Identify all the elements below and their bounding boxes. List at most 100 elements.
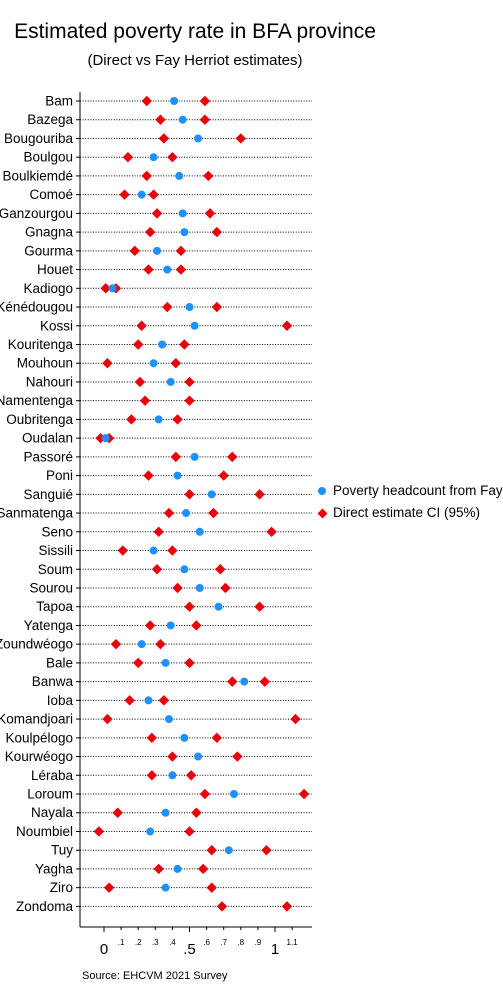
x-minor-tick-label: .4 — [169, 938, 176, 947]
ci-lower-marker — [143, 264, 153, 274]
ci-upper-marker — [203, 171, 213, 181]
y-tick-label: Kossi — [40, 318, 73, 333]
ci-upper-marker — [219, 470, 229, 480]
ci-upper-marker — [184, 377, 194, 387]
fay-herriot-marker — [196, 584, 204, 592]
ci-lower-marker — [167, 751, 177, 761]
ci-upper-marker — [191, 620, 201, 630]
ci-lower-marker — [102, 358, 112, 368]
ci-upper-marker — [191, 808, 201, 818]
ci-lower-marker — [145, 620, 155, 630]
ci-upper-marker — [208, 508, 218, 518]
y-tick-label: Yagha — [35, 861, 74, 876]
ci-lower-marker — [133, 339, 143, 349]
ci-upper-marker — [215, 564, 225, 574]
ci-lower-marker — [152, 208, 162, 218]
fay-herriot-marker — [208, 490, 216, 498]
ci-upper-marker — [172, 414, 182, 424]
legend-circle-marker — [318, 487, 326, 495]
fay-herriot-marker — [180, 734, 188, 742]
ci-upper-marker — [227, 452, 237, 462]
y-tick-label: Comoé — [29, 187, 73, 202]
legend-item-fay-herriot: Poverty headcount from Fay Herriot — [318, 480, 503, 502]
fay-herriot-marker — [175, 172, 183, 180]
ci-upper-marker — [200, 96, 210, 106]
ci-lower-marker — [118, 545, 128, 555]
ci-upper-marker — [198, 864, 208, 874]
x-minor-tick-label: .8 — [237, 938, 244, 947]
fay-herriot-marker — [102, 434, 110, 442]
fay-herriot-marker — [162, 884, 170, 892]
fay-herriot-marker — [162, 659, 170, 667]
ci-upper-marker — [207, 882, 217, 892]
ci-lower-marker — [154, 527, 164, 537]
ci-upper-marker — [290, 714, 300, 724]
ci-lower-marker — [164, 508, 174, 518]
fay-herriot-marker — [180, 565, 188, 573]
fay-herriot-marker — [150, 547, 158, 555]
ci-lower-marker — [227, 676, 237, 686]
y-tick-label: Bougouriba — [4, 131, 74, 146]
ci-lower-marker — [159, 133, 169, 143]
y-tick-label: Sissili — [38, 543, 73, 558]
fay-herriot-marker — [186, 303, 194, 311]
ci-lower-marker — [119, 189, 129, 199]
ci-lower-marker — [200, 789, 210, 799]
fay-herriot-marker — [167, 621, 175, 629]
y-tick-label: Seno — [41, 524, 73, 539]
ci-upper-marker — [220, 583, 230, 593]
y-tick-label: Sourou — [29, 580, 73, 595]
y-tick-label: Ioba — [47, 693, 74, 708]
ci-upper-marker — [184, 826, 194, 836]
fay-herriot-marker — [194, 134, 202, 142]
y-tick-label: Kourwéogo — [5, 749, 73, 764]
fay-herriot-marker — [182, 509, 190, 517]
y-tick-label: Komandjoari — [0, 712, 73, 727]
fay-herriot-marker — [150, 153, 158, 161]
x-minor-tick-label: .6 — [203, 938, 210, 947]
ci-upper-marker — [167, 545, 177, 555]
ci-upper-marker — [299, 789, 309, 799]
ci-lower-marker — [172, 583, 182, 593]
ci-upper-marker — [159, 695, 169, 705]
y-tick-label: Yatenga — [24, 618, 74, 633]
x-minor-tick-label: .3 — [152, 938, 159, 947]
fay-herriot-marker — [146, 827, 154, 835]
y-tick-label: Sanguié — [23, 487, 73, 502]
ci-upper-marker — [200, 115, 210, 125]
y-tick-label: Boulkiemdé — [2, 168, 73, 183]
fay-herriot-marker — [144, 696, 152, 704]
ci-lower-marker — [147, 770, 157, 780]
ci-upper-marker — [261, 845, 271, 855]
y-tick-label: Sanmatenga — [0, 506, 73, 521]
fay-herriot-marker — [180, 228, 188, 236]
y-tick-label: Soum — [38, 562, 73, 577]
y-tick-label: Zoundwéogo — [0, 637, 73, 652]
ci-lower-marker — [184, 602, 194, 612]
fay-herriot-marker — [109, 284, 117, 292]
y-tick-label: Oubritenga — [6, 412, 73, 427]
ci-lower-marker — [142, 171, 152, 181]
ci-lower-marker — [135, 377, 145, 387]
ci-upper-marker — [266, 527, 276, 537]
ci-upper-marker — [212, 302, 222, 312]
fay-herriot-marker — [179, 116, 187, 124]
ci-upper-marker — [184, 658, 194, 668]
ci-lower-marker — [154, 864, 164, 874]
ci-lower-marker — [112, 808, 122, 818]
ci-lower-marker — [145, 227, 155, 237]
fay-herriot-marker — [155, 415, 163, 423]
ci-lower-marker — [140, 395, 150, 405]
ci-lower-marker — [124, 695, 134, 705]
x-minor-tick-label: .7 — [220, 938, 227, 947]
fay-herriot-marker — [191, 322, 199, 330]
y-tick-label: Kouritenga — [8, 337, 74, 352]
fay-herriot-marker — [191, 453, 199, 461]
y-tick-label: Kénédougou — [0, 300, 73, 315]
ci-upper-marker — [167, 152, 177, 162]
ci-lower-marker — [184, 489, 194, 499]
ci-lower-marker — [207, 845, 217, 855]
y-tick-label: Boulgou — [23, 150, 73, 165]
fay-herriot-marker — [165, 715, 173, 723]
ci-upper-marker — [179, 339, 189, 349]
